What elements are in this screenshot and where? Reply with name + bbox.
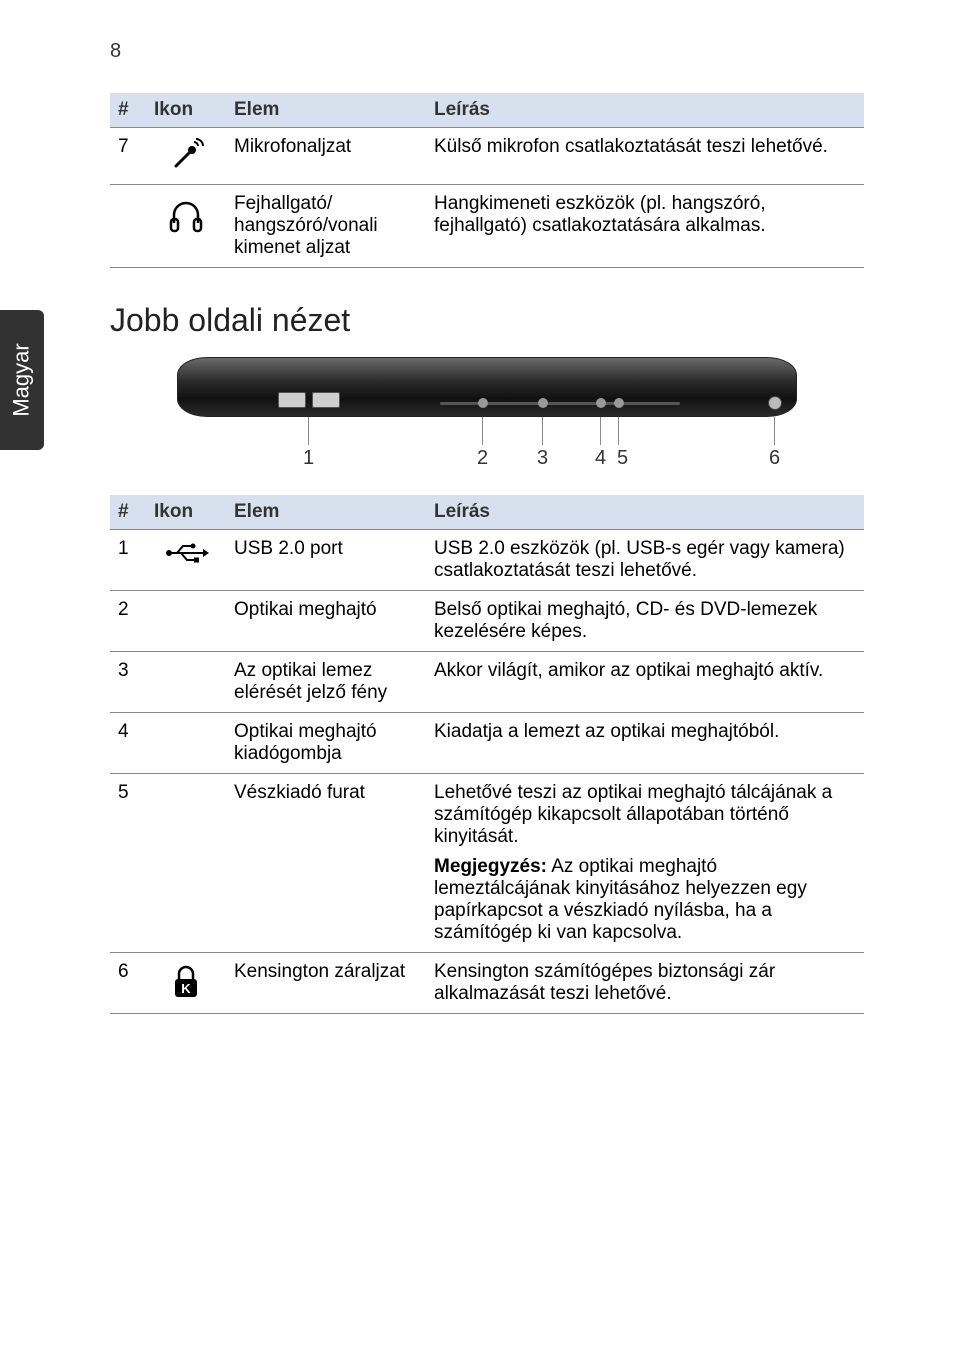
cell-num: 1 [110, 530, 146, 591]
table-row: 3 Az optikai lemez elérését jelző fény A… [110, 652, 864, 713]
spec-table-bottom: # Ikon Elem Leírás 1 [110, 495, 864, 1014]
cell-desc: Lehetővé teszi az optikai meghajtó tálcá… [426, 774, 864, 953]
cell-desc: Külső mikrofon csatlakoztatását teszi le… [426, 128, 864, 185]
table-row: Fejhallgató/ hangszóró/vonali kimenet al… [110, 185, 864, 268]
note-label: Megjegyzés: [434, 856, 547, 877]
svg-text:K: K [181, 981, 191, 996]
cell-num: 5 [110, 774, 146, 953]
callouts: 1 2 3 4 5 6 [177, 417, 797, 469]
cell-elem: Mikrofonaljzat [226, 128, 426, 185]
cell-num: 7 [110, 128, 146, 185]
port-dot [538, 398, 548, 408]
port-dot [596, 398, 606, 408]
cell-num: 3 [110, 652, 146, 713]
cell-desc: Akkor világít, amikor az optikai meghajt… [426, 652, 864, 713]
table-row: 4 Optikai meghajtó kiadógombja Kiadatja … [110, 713, 864, 774]
th-elem: Elem [226, 495, 426, 530]
table-row: 7 Mikrofonaljzat Külső mikrofon csatlako… [110, 128, 864, 185]
callout-num: 1 [303, 447, 314, 470]
callout-num: 3 [537, 447, 548, 470]
cell-elem: USB 2.0 port [226, 530, 426, 591]
cell-elem: Az optikai lemez elérését jelző fény [226, 652, 426, 713]
cell-icon [146, 713, 226, 774]
cell-desc-text: Lehetővé teszi az optikai meghajtó tálcá… [434, 782, 856, 848]
lock-port [768, 396, 782, 410]
cell-desc: USB 2.0 eszközök (pl. USB-s egér vagy ka… [426, 530, 864, 591]
usb-slot-1 [278, 392, 306, 408]
table-row: 2 Optikai meghajtó Belső optikai meghajt… [110, 591, 864, 652]
cell-elem: Vészkiadó furat [226, 774, 426, 953]
cell-num: 4 [110, 713, 146, 774]
spec-table-top: # Ikon Elem Leírás 7 [110, 93, 864, 268]
mic-icon [146, 128, 226, 185]
page: 8 Magyar # Ikon Elem Leírás 7 [0, 0, 954, 1074]
cell-elem: Optikai meghajtó [226, 591, 426, 652]
th-icon: Ikon [146, 93, 226, 128]
callout-num: 6 [769, 447, 780, 470]
lock-icon: K [146, 953, 226, 1014]
cell-elem: Fejhallgató/ hangszóró/vonali kimenet al… [226, 185, 426, 268]
right-side-figure: 1 2 3 4 5 6 [177, 357, 797, 469]
headphone-icon [146, 185, 226, 268]
cell-desc: Kiadatja a lemezt az optikai meghajtóból… [426, 713, 864, 774]
table-row: 6 K Kensington záraljzat Kensington szám… [110, 953, 864, 1014]
cell-icon [146, 591, 226, 652]
cell-desc: Kensington számítógépes biztonsági zár a… [426, 953, 864, 1014]
table-row: 5 Vészkiadó furat Lehetővé teszi az opti… [110, 774, 864, 953]
language-label: Magyar [9, 343, 35, 416]
note: Megjegyzés: Az optikai meghajtó lemeztál… [434, 856, 856, 944]
section-title: Jobb oldali nézet [110, 302, 864, 339]
content: # Ikon Elem Leírás 7 [110, 93, 864, 1014]
th-num: # [110, 93, 146, 128]
cell-num [110, 185, 146, 268]
table-row: 1 USB 2.0 port USB 2.0 eszk [110, 530, 864, 591]
cell-elem: Kensington záraljzat [226, 953, 426, 1014]
th-elem: Elem [226, 93, 426, 128]
th-num: # [110, 495, 146, 530]
usb-slot-2 [312, 392, 340, 408]
laptop-side-illustration [177, 357, 797, 417]
language-side-tab: Magyar [0, 310, 44, 450]
usb-icon [146, 530, 226, 591]
port-dot [614, 398, 624, 408]
cell-num: 6 [110, 953, 146, 1014]
callout-num: 5 [617, 447, 628, 470]
th-desc: Leírás [426, 495, 864, 530]
th-desc: Leírás [426, 93, 864, 128]
odd-line [440, 402, 680, 405]
cell-elem: Optikai meghajtó kiadógombja [226, 713, 426, 774]
cell-desc: Hangkimeneti eszközök (pl. hangszóró, fe… [426, 185, 864, 268]
callout-num: 2 [477, 447, 488, 470]
cell-icon [146, 774, 226, 953]
th-icon: Ikon [146, 495, 226, 530]
callout-num: 4 [595, 447, 606, 470]
port-dot [478, 398, 488, 408]
cell-icon [146, 652, 226, 713]
page-number: 8 [110, 40, 864, 63]
cell-num: 2 [110, 591, 146, 652]
cell-desc: Belső optikai meghajtó, CD- és DVD-lemez… [426, 591, 864, 652]
